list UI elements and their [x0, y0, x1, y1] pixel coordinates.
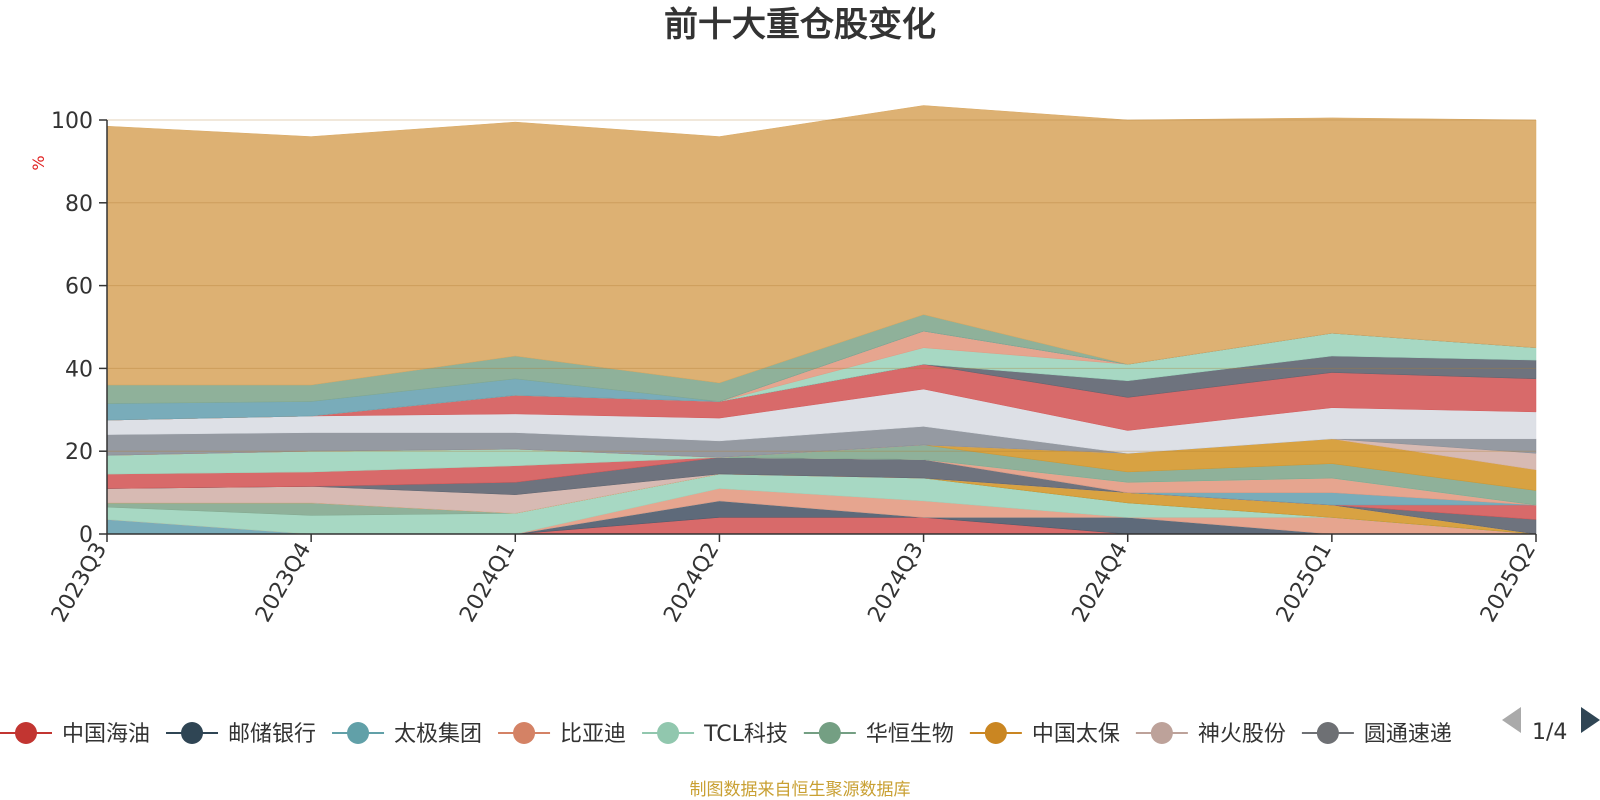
legend-item-圆通速递[interactable]: 圆通速递 — [1301, 722, 1452, 747]
legend-marker-icon — [984, 722, 1007, 744]
legend-item-太极集团[interactable]: 太极集团 — [332, 722, 482, 747]
legend-prev-page-icon[interactable] — [1502, 707, 1521, 733]
legend-label: 比亚迪 — [560, 722, 626, 747]
data-source-note: 制图数据来自恒生聚源数据库 — [690, 780, 911, 800]
legend-next-page-icon[interactable] — [1581, 707, 1600, 733]
y-tick-label: 80 — [65, 192, 93, 217]
legend-marker-icon — [347, 722, 370, 744]
x-tick-label: 2025Q2 — [1476, 539, 1541, 627]
x-tick-label: 2024Q2 — [659, 539, 724, 627]
chart-title: 前十大重仓股变化 — [664, 5, 936, 45]
legend-marker-icon — [15, 722, 37, 744]
legend-label: 华恒生物 — [866, 722, 954, 747]
grid-lines — [107, 119, 1536, 452]
legend-label: 中国太保 — [1032, 722, 1120, 747]
y-tick-label: 40 — [65, 357, 93, 382]
x-tick-label: 2023Q3 — [47, 539, 112, 627]
area-其他持仓[interactable] — [106, 105, 1537, 386]
legend-label: 邮储银行 — [228, 722, 316, 747]
legend-label: 中国海油 — [62, 722, 150, 747]
legend-item-邮储银行[interactable]: 邮储银行 — [166, 722, 316, 747]
area-layers — [106, 105, 1537, 535]
legend-label: 圆通速递 — [1364, 722, 1452, 747]
legend-item-中国太保[interactable]: 中国太保 — [969, 722, 1120, 747]
legend-item-华恒生物[interactable]: 华恒生物 — [803, 722, 954, 747]
y-tick-label: 100 — [51, 109, 93, 134]
x-tick-label: 2024Q4 — [1068, 539, 1133, 627]
legend-marker-icon — [657, 722, 680, 744]
legend-marker-icon — [513, 722, 536, 744]
legend-marker-icon — [1150, 722, 1173, 744]
legend-label: 神火股份 — [1198, 722, 1286, 747]
y-axis-unit: % — [29, 155, 48, 170]
legend-marker-icon — [181, 722, 204, 744]
legend-item-比亚迪[interactable]: 比亚迪 — [498, 722, 626, 747]
x-tick-label: 2024Q1 — [455, 539, 520, 627]
x-tick-label: 2024Q3 — [863, 539, 928, 627]
x-tick-label: 2023Q4 — [251, 539, 316, 627]
legend-page-indicator: 1/4 — [1532, 720, 1567, 745]
y-tick-label: 20 — [65, 440, 93, 465]
legend-marker-icon — [1316, 722, 1339, 744]
legend-item-TCL科技[interactable]: TCL科技 — [642, 722, 788, 747]
legend-label: TCL科技 — [703, 722, 788, 747]
legend: 中国海油 邮储银行 太极集团 比亚迪 TCL科技 华恒生物 中国太保 神火股份 圆通速递 — [0, 722, 1452, 747]
legend-item-神火股份[interactable]: 神火股份 — [1135, 722, 1286, 747]
legend-item-中国海油[interactable]: 中国海油 — [0, 722, 150, 747]
y-tick-label: 0 — [79, 523, 93, 548]
y-tick-label: 60 — [65, 275, 93, 300]
legend-label: 太极集团 — [394, 722, 482, 747]
legend-marker-icon — [818, 722, 841, 744]
x-tick-label: 2025Q1 — [1272, 539, 1337, 627]
